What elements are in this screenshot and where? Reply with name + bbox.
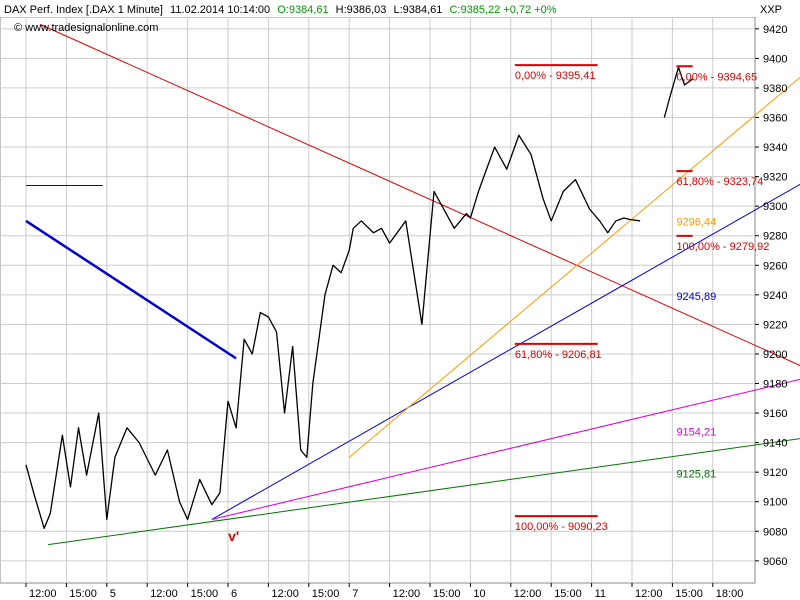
x-tick-label: 15:00 [312,588,340,600]
x-tick-label: 6 [231,588,237,600]
y-tick-label: 9320 [763,172,787,184]
annotation-label: 100,00% - 9279,92 [676,241,769,253]
x-tick-label: 12:00 [271,588,299,600]
annotation-label: 9245,89 [676,291,716,303]
x-tick-label: 11 [595,588,606,600]
price-line-gap-open [663,66,693,118]
x-tick-label: 15:00 [433,588,461,600]
y-axis: 9060 9080 9100 9120 9140 9160 9180 9200 9220 9240… [755,24,787,568]
x-tick-label: 7 [352,588,358,600]
y-tick-label: 9200 [763,349,787,361]
header-exchange: XXP [760,4,782,16]
x-tick-label: 10 [473,588,485,600]
x-tick-label: 18:00 [716,588,744,600]
x-tick-label: 12:00 [29,588,57,600]
wave-marker: v' [228,528,239,544]
x-tick-label: 12:00 [150,588,178,600]
header-bar: DAX Perf. Index [.DAX 1 Minute] 11.02.20… [0,0,800,17]
header-close-change: C:9385,22 +0,72 +0% [449,4,556,16]
annotation-label: 9154,21 [676,427,716,439]
y-tick-label: 9400 [763,53,787,65]
annotations: 0,00% - 9395,41 61,80% - 9206,81 100,00% -… [228,70,769,544]
y-tick-label: 9240 [763,290,787,302]
y-tick-label: 9060 [763,556,787,568]
y-tick-label: 9180 [763,378,787,390]
price-line [25,134,641,529]
annotation-label: 61,80% - 9206,81 [515,349,602,361]
trendline-red [39,23,800,367]
trendline-green [48,438,800,546]
header-high: H:9386,03 [336,4,387,16]
x-tick-label: 5 [110,588,116,600]
y-tick-label: 9360 [763,112,787,124]
x-tick-label: 15:00 [69,588,97,600]
annotation-label: 9296,44 [676,216,716,228]
header-open: O:9384,61 [277,4,328,16]
y-tick-label: 9120 [763,467,787,479]
y-tick-label: 9100 [763,497,787,509]
trendlines [25,23,800,546]
x-tick-label: 15:00 [191,588,219,600]
trendline-blue [211,183,800,520]
svg-text:DAX Perf. Index [.DAX 1 Minut: DAX Perf. Index [.DAX 1 Minute] 11.02.20… [4,4,557,16]
watermark: © www.tradesignalonline.com [14,22,158,34]
x-tick-label: 15:00 [554,588,582,600]
y-tick-label: 9340 [763,142,787,154]
trendline-blue_thick [25,219,237,360]
x-tick-label: 15:00 [675,588,703,600]
x-tick-label: 12:00 [514,588,542,600]
y-tick-label: 9280 [763,231,787,243]
annotation-label: 0,00% - 9395,41 [515,70,596,82]
trendline-magenta [211,378,800,520]
header-datetime: 11.02.2014 10:14:00 [170,4,270,16]
y-tick-label: 9300 [763,201,787,213]
plot-background [0,16,756,584]
x-tick-label: 12:00 [635,588,663,600]
grid-lines [0,17,755,583]
annotation-label: 100,00% - 9090,23 [515,521,608,533]
header-low: L:9384,61 [393,4,442,16]
y-tick-label: 9380 [763,83,787,95]
x-axis: 12:00 15:00 5 12:00 15:00 6 12:00 15:00 7 12:00 15… [25,583,744,600]
y-tick-label: 9260 [763,260,787,272]
header-instrument: DAX Perf. Index [.DAX 1 Minute] [4,4,163,16]
annotation-label: 0,00% - 9394,65 [676,71,757,83]
x-tick-label: 12:00 [393,588,421,600]
y-tick-label: 9140 [763,438,787,450]
plot-frame [0,16,756,584]
y-tick-label: 9080 [763,526,787,538]
y-tick-label: 9420 [763,24,787,36]
annotation-label: 9125,81 [676,469,716,481]
price-series [25,66,693,529]
y-tick-label: 9220 [763,319,787,331]
fibonacci-lines [514,64,693,518]
annotation-label: 61,80% - 9323,74 [676,176,763,188]
trendline-orange [348,76,800,458]
y-tick-label: 9160 [763,408,787,420]
